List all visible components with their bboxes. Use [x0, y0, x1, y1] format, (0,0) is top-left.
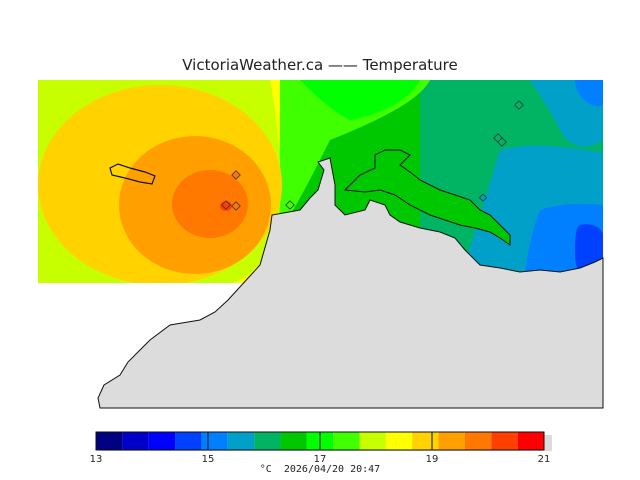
legend-tick-label: 21 — [537, 454, 551, 465]
legend-tick-label: 15 — [201, 454, 215, 465]
legend-swatch — [280, 432, 307, 450]
station-marker[interactable] — [514, 100, 524, 110]
legend-swatch — [517, 432, 544, 450]
legend-swatch — [254, 432, 281, 450]
legend-swatch — [148, 432, 176, 450]
legend-swatch — [359, 432, 386, 450]
station-marker[interactable] — [478, 193, 488, 202]
legend-swatch — [333, 432, 360, 450]
landmass — [97, 157, 604, 409]
station-markers — [221, 100, 524, 211]
legend-caption: °C 2026/04/20 20:47 — [0, 464, 640, 475]
legend-swatch — [438, 432, 465, 450]
legend-timestamp: 2026/04/20 20:47 — [283, 464, 381, 475]
legend-swatch — [464, 432, 492, 450]
legend-ticks — [95, 432, 545, 450]
legend-tick-label: 17 — [313, 454, 327, 465]
legend-unit: °C — [259, 464, 272, 475]
station-marker[interactable] — [497, 137, 507, 147]
legend-swatch — [201, 432, 228, 450]
legend-swatch — [412, 432, 439, 450]
station-marker[interactable] — [221, 200, 231, 210]
legend-swatch — [385, 432, 413, 450]
legend-swatch — [96, 432, 123, 450]
map-title: VictoriaWeather.ca —— Temperature — [182, 56, 458, 74]
station-marker[interactable] — [231, 170, 241, 180]
legend-swatch — [175, 432, 202, 450]
island — [109, 163, 156, 185]
station-marker[interactable] — [231, 201, 241, 211]
north-shore — [343, 149, 511, 246]
legend-tick-label: 13 — [89, 454, 103, 465]
station-marker[interactable] — [285, 200, 295, 210]
legend-swatch — [227, 432, 255, 450]
legend-tick-label: 19 — [425, 454, 439, 465]
legend-swatch — [122, 432, 149, 450]
legend-swatch — [491, 432, 518, 450]
